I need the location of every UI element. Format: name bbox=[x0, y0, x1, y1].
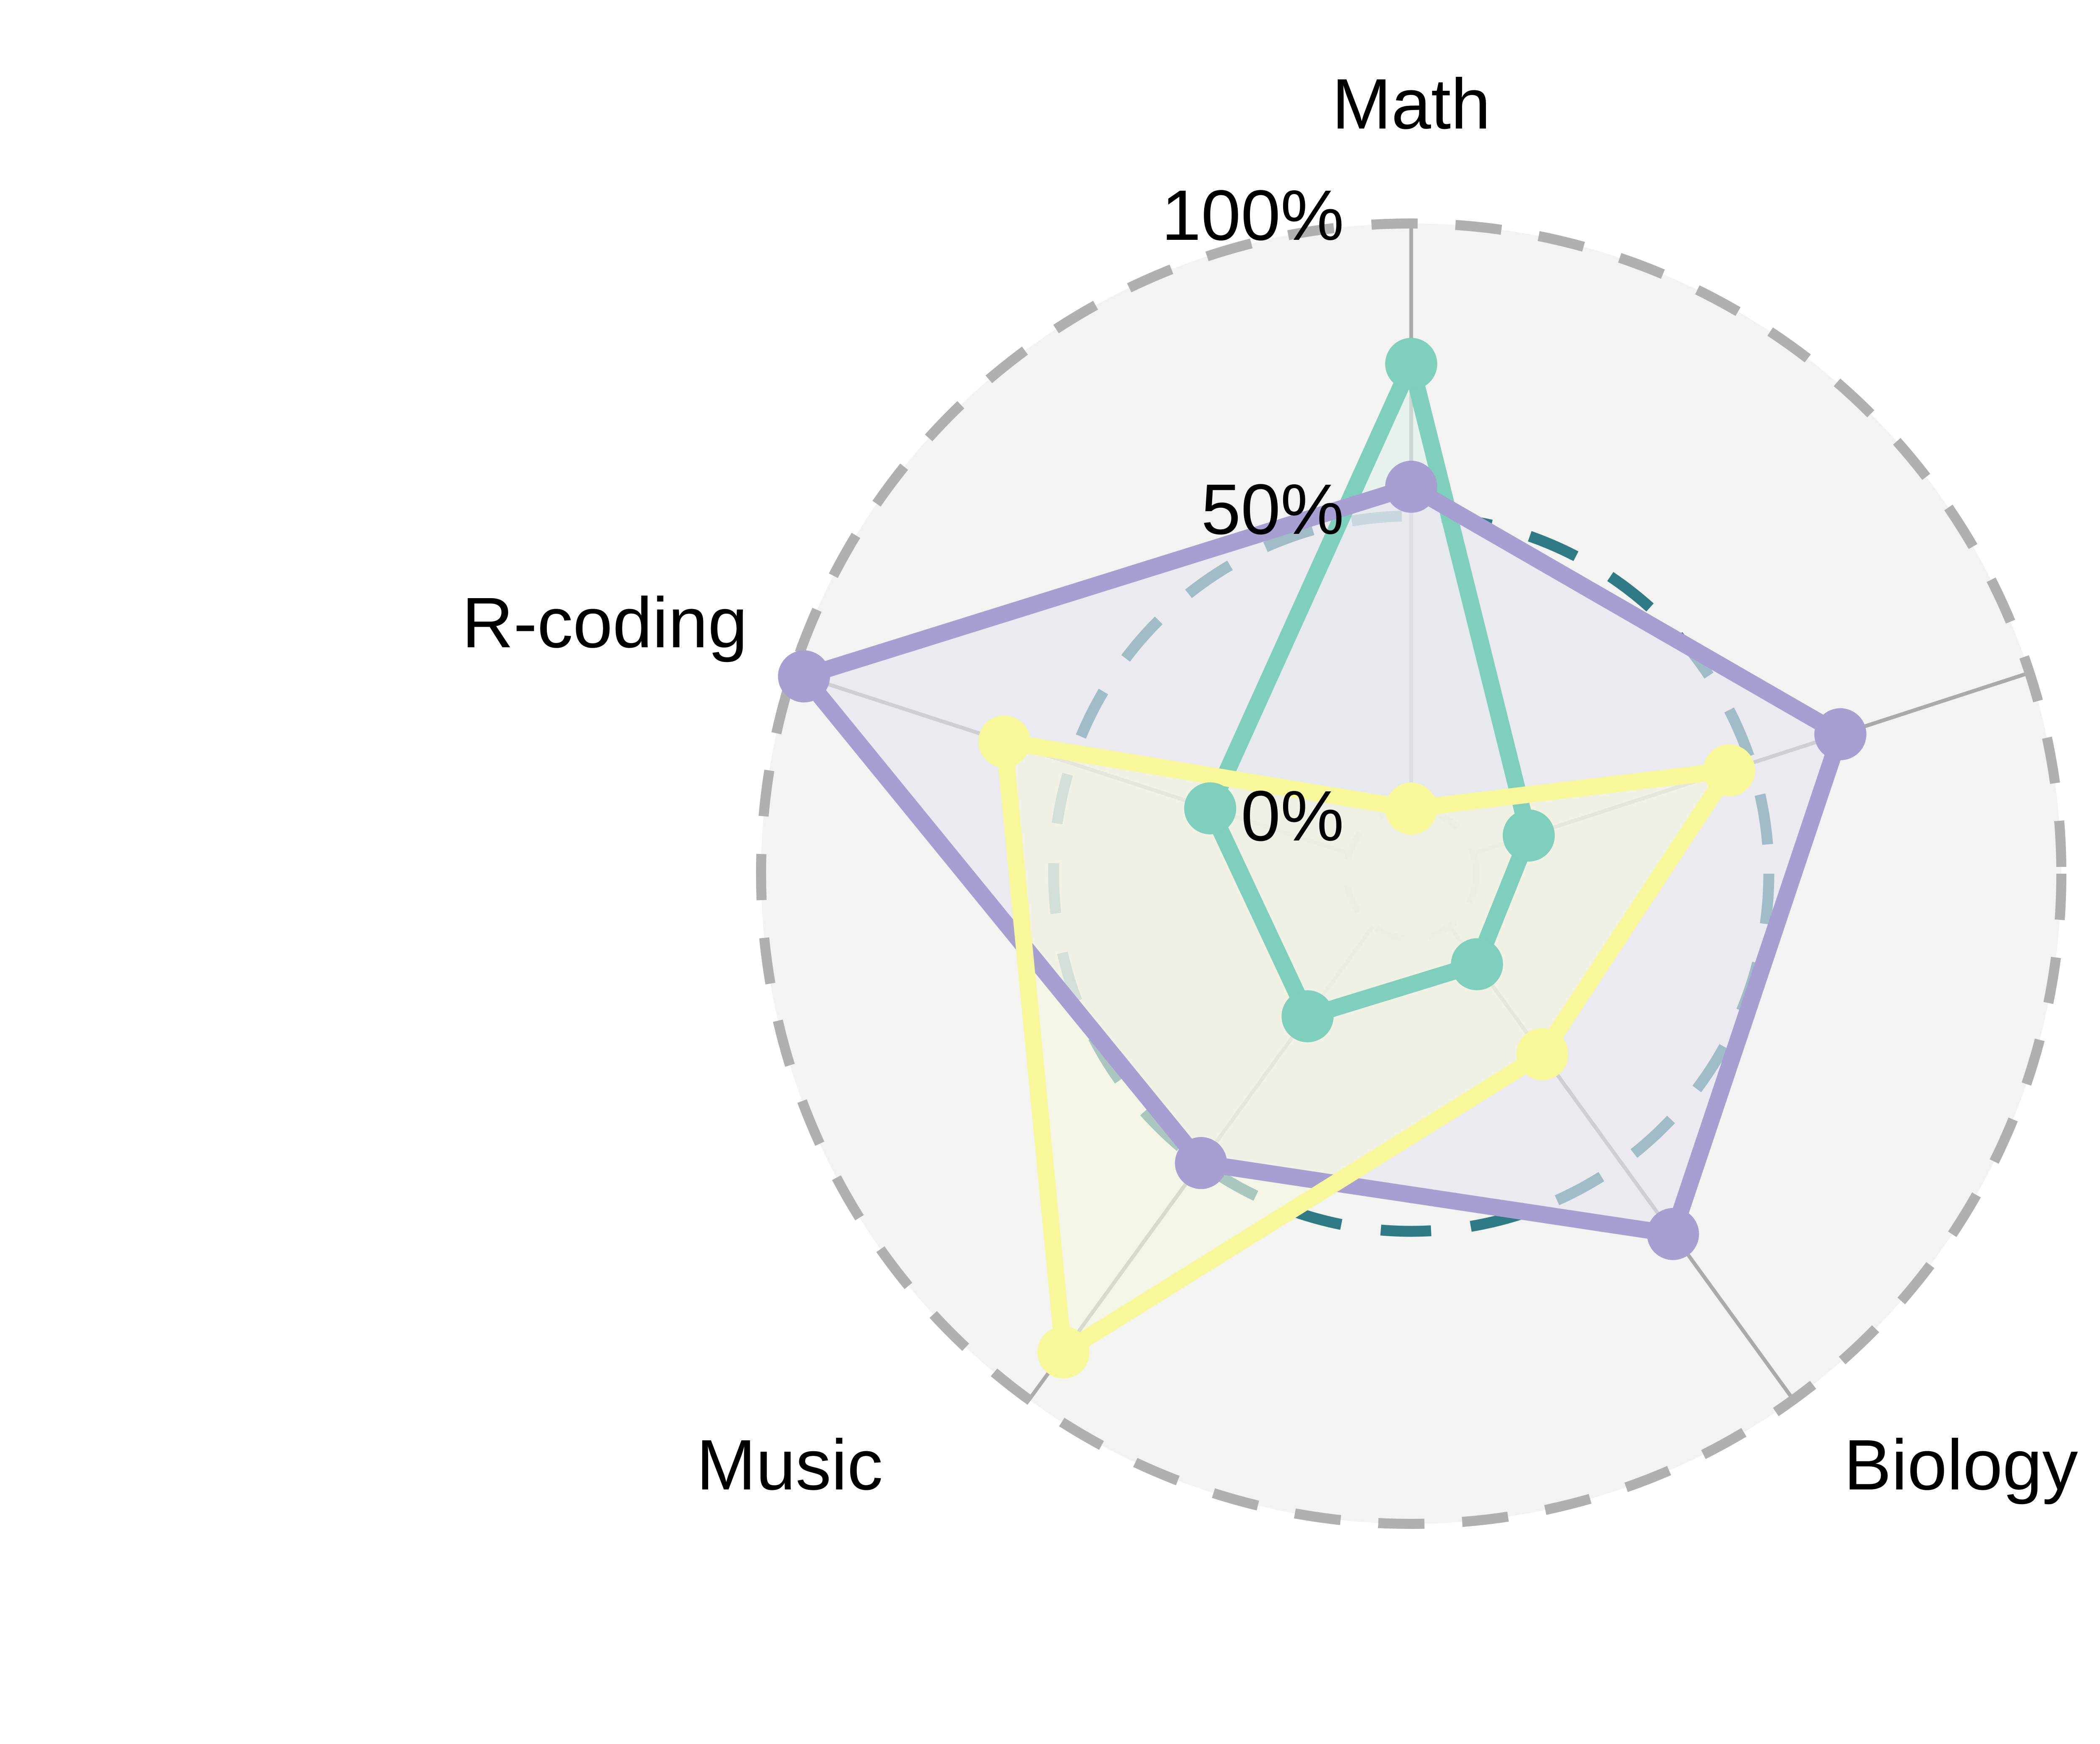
series-purple-point-math[interactable] bbox=[1385, 460, 1437, 513]
series-purple-point-r-coding[interactable] bbox=[778, 650, 830, 703]
series-yellow-point-english[interactable] bbox=[1703, 744, 1755, 797]
series-points[interactable] bbox=[778, 338, 1866, 1379]
series-teal-point-biology[interactable] bbox=[1451, 938, 1503, 990]
series-teal-point-english[interactable] bbox=[1502, 809, 1555, 862]
series-purple-point-english[interactable] bbox=[1814, 708, 1866, 760]
series-yellow-point-math[interactable] bbox=[1385, 783, 1437, 835]
series-yellow-area bbox=[1004, 741, 1729, 1353]
series-yellow-point-biology[interactable] bbox=[1516, 1028, 1569, 1080]
series-outlines bbox=[795, 355, 1849, 1361]
series-yellow-point-r-coding[interactable] bbox=[978, 715, 1031, 768]
series-teal-point-math[interactable] bbox=[1385, 338, 1437, 390]
series-purple-point-music[interactable] bbox=[1175, 1137, 1227, 1189]
grid-ring-100 bbox=[756, 218, 2066, 1529]
series-teal-point-music[interactable] bbox=[1281, 990, 1334, 1043]
series-purple-outline bbox=[795, 478, 1849, 1242]
series-yellow-outline bbox=[996, 733, 1738, 1361]
series-yellow-point-music[interactable] bbox=[1037, 1326, 1089, 1379]
series-purple-point-biology[interactable] bbox=[1647, 1208, 1699, 1260]
series-teal-point-r-coding[interactable] bbox=[1184, 782, 1236, 835]
series-teal-outline bbox=[1202, 355, 1537, 1025]
